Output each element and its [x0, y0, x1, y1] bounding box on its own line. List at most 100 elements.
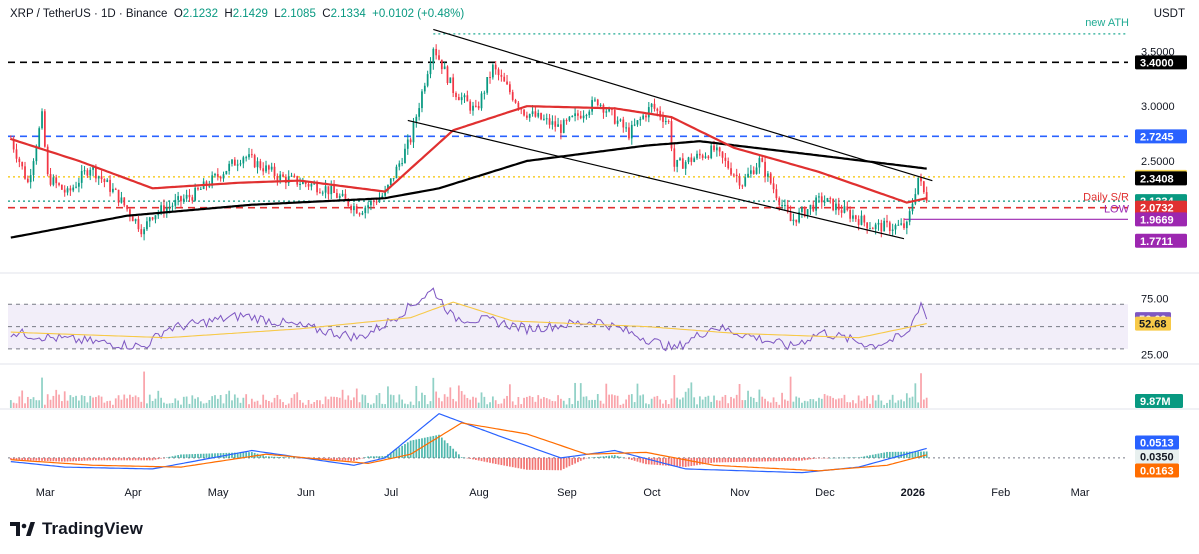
candle-body — [758, 158, 761, 168]
volume-bar — [163, 402, 165, 408]
currency-label[interactable]: USDT — [1153, 8, 1185, 20]
date-axis-tick: Mar — [1071, 487, 1090, 499]
macd-histogram-bar — [282, 457, 284, 458]
candle-body — [214, 174, 216, 176]
macd-histogram-bar — [877, 453, 880, 458]
candle-body — [664, 121, 667, 123]
macd-histogram-bar — [35, 457, 38, 461]
macd-histogram-bar — [284, 457, 287, 458]
volume-bar — [710, 401, 713, 408]
volume-bar — [282, 402, 284, 408]
candle-body — [696, 153, 698, 159]
volume-bar — [296, 392, 299, 408]
candle-body — [148, 217, 151, 222]
volume-bar — [86, 402, 89, 408]
macd-histogram-bar — [687, 457, 690, 467]
candle-body — [789, 212, 792, 222]
candle-body — [832, 198, 834, 211]
candle-body — [650, 103, 653, 108]
macd-histogram-bar — [673, 457, 676, 467]
macd-histogram-bar — [143, 457, 145, 461]
macd-histogram-bar — [151, 457, 154, 461]
volume-bar — [452, 398, 455, 408]
volume-bar — [140, 401, 143, 408]
candle-body — [829, 198, 832, 200]
candle-body — [375, 201, 378, 203]
candle-body — [273, 166, 276, 176]
macd-histogram-bar — [557, 457, 559, 471]
candle-body — [55, 177, 58, 184]
macd-histogram-bar — [616, 455, 619, 458]
volume-bar — [727, 403, 730, 408]
volume-bar — [112, 404, 114, 408]
macd-histogram-bar — [426, 437, 429, 458]
candle-body — [764, 161, 766, 177]
volume-bar — [474, 397, 477, 408]
candle-body — [267, 165, 270, 170]
volume-bar — [358, 402, 361, 408]
candle-body — [38, 128, 41, 148]
macd-histogram-bar — [752, 457, 755, 462]
volume-bar — [449, 387, 452, 408]
date-axis-tick: Dec — [815, 487, 835, 499]
volume-bar — [41, 377, 43, 408]
candle-body — [455, 93, 457, 98]
price-tag-label: 1.7711 — [1140, 236, 1173, 248]
macd-histogram-bar — [341, 457, 344, 461]
volume-bar — [32, 397, 35, 408]
candle-body — [143, 229, 145, 235]
volume-bar — [182, 396, 185, 408]
macd-histogram-bar — [279, 457, 282, 458]
volume-bar — [401, 399, 404, 408]
macd-histogram-bar — [250, 452, 253, 458]
candle-body — [713, 145, 715, 151]
volume-bar — [211, 396, 214, 408]
macd-histogram-bar — [526, 457, 528, 470]
macd-histogram-bar — [690, 457, 693, 467]
change-value: +0.0102 (+0.48%) — [372, 8, 465, 20]
price-tag — [1135, 129, 1187, 144]
volume-bar — [123, 394, 126, 408]
volume-bar — [151, 401, 154, 408]
volume-bar — [9, 400, 12, 408]
candle-body — [52, 177, 55, 185]
candle-body — [174, 199, 177, 206]
volume-bar — [857, 395, 860, 408]
candle-body — [710, 145, 713, 159]
volume-bar — [231, 400, 233, 408]
volume-bar — [18, 396, 21, 408]
volume-bar — [228, 390, 231, 408]
volume-bar — [489, 402, 491, 408]
macd-histogram-bar — [874, 454, 877, 458]
volume-bar — [840, 398, 843, 408]
volume-bar — [304, 404, 307, 408]
volume-bar — [52, 395, 55, 408]
candle-body — [86, 170, 89, 176]
volume-bar — [560, 398, 562, 408]
macd-histogram-bar — [197, 453, 199, 458]
low-value: 2.1085 — [280, 8, 316, 20]
volume-bar — [245, 394, 248, 408]
tradingview-logo[interactable]: TradingView — [10, 519, 143, 539]
macd-histogram-bar — [262, 455, 265, 458]
volume-bar — [299, 400, 301, 408]
candle-body — [523, 109, 525, 116]
candle-body — [792, 219, 795, 222]
macd-histogram-bar — [585, 457, 588, 459]
volume-bar — [327, 399, 330, 408]
volume-bar — [554, 401, 557, 408]
candle-body — [83, 170, 86, 172]
volume-bar — [276, 394, 279, 408]
volume-bar — [290, 397, 293, 408]
price-axis-tick: 3.0000 — [1141, 101, 1175, 113]
volume-bar — [738, 384, 741, 408]
macd-histogram-bar — [472, 457, 474, 460]
macd-histogram-bar — [854, 457, 857, 458]
volume-bar — [313, 402, 316, 408]
macd-histogram-bar — [191, 454, 194, 458]
macd-histogram-bar — [574, 457, 576, 464]
volume-bar — [628, 394, 630, 408]
macd-histogram-bar — [26, 457, 29, 461]
volume-bar — [767, 401, 769, 408]
